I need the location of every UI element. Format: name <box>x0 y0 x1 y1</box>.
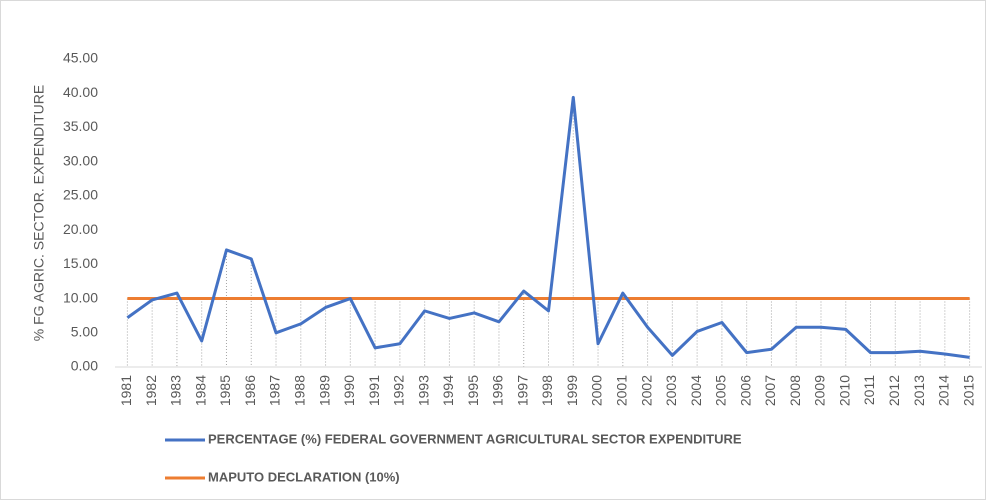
x-tick-label: 2014 <box>936 375 952 406</box>
x-tick-label: 2005 <box>713 375 729 406</box>
y-tick-label: 25.00 <box>63 187 98 203</box>
y-tick-label: 20.00 <box>63 221 98 237</box>
x-tick-label: 1985 <box>217 375 233 406</box>
x-tick-label: 1995 <box>465 375 481 406</box>
x-tick-label: 2010 <box>836 375 852 406</box>
x-tick-label: 2004 <box>688 375 704 406</box>
legend-label: MAPUTO DECLARATION (10%) <box>208 469 400 484</box>
x-tick-label: 1984 <box>192 375 208 406</box>
x-tick-label: 2007 <box>762 375 778 406</box>
x-tick-label: 2015 <box>960 375 976 406</box>
data-line <box>126 95 970 359</box>
x-tick-label: 2011 <box>861 375 877 405</box>
x-tick-label: 2000 <box>589 375 605 406</box>
y-tick-label: 45.00 <box>63 50 98 66</box>
x-tick-label: 1998 <box>539 375 555 406</box>
x-tick-label: 2009 <box>812 375 828 406</box>
x-tick-label: 1996 <box>490 375 506 406</box>
y-tick-label: 5.00 <box>71 323 98 339</box>
x-tick-label: 1992 <box>391 375 407 406</box>
x-tick-label: 1997 <box>514 375 530 406</box>
x-tick-label: 1987 <box>267 375 283 406</box>
y-tick-label: 35.00 <box>63 118 98 134</box>
x-tick-label: 1990 <box>341 375 357 406</box>
x-tick-label: 2001 <box>614 375 630 406</box>
x-tick-label: 2002 <box>638 375 654 406</box>
x-tick-label: 1986 <box>242 375 258 406</box>
x-tick-label: 2006 <box>737 375 753 406</box>
x-tick-label: 2003 <box>663 375 679 406</box>
x-tick-label: 2012 <box>886 375 902 406</box>
x-tick-label: 1999 <box>564 375 580 406</box>
x-tick-label: 1994 <box>440 375 456 406</box>
x-tick-label: 1991 <box>366 375 382 406</box>
y-tick-label: 15.00 <box>63 255 98 271</box>
x-tick-label: 1993 <box>415 375 431 406</box>
y-tick-label: 30.00 <box>63 152 98 168</box>
y-tick-label: 10.00 <box>63 289 98 305</box>
y-tick-label: 0.00 <box>71 358 98 374</box>
y-tick-label: 40.00 <box>63 84 98 100</box>
x-tick-label: 1983 <box>168 375 184 406</box>
x-tick-label: 2013 <box>911 375 927 406</box>
legend-label: PERCENTAGE (%) FEDERAL GOVERNMENT AGRICU… <box>208 431 742 446</box>
x-tick-label: 1982 <box>143 375 159 406</box>
x-tick-label: 1988 <box>291 375 307 406</box>
x-tick-label: 1981 <box>118 375 134 406</box>
x-tick-label: 2008 <box>787 375 803 406</box>
x-tick-label: 1989 <box>316 375 332 406</box>
y-axis-title: % FG AGRIC. SECTOR. EXPENDITURE <box>31 85 47 341</box>
